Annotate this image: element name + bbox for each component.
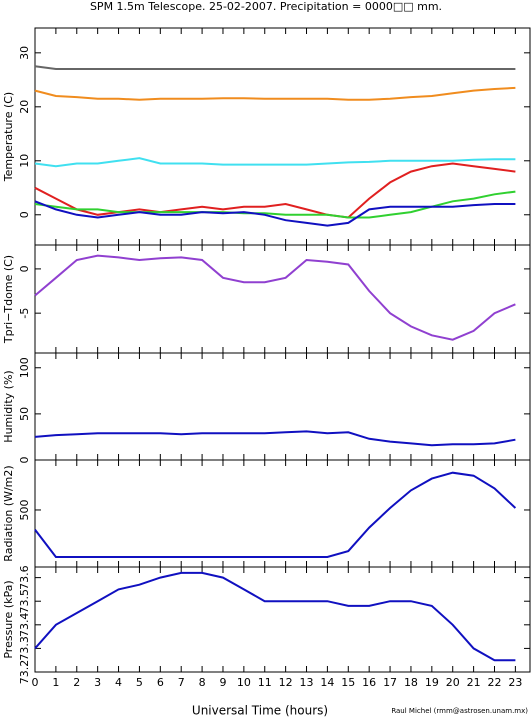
data-line [34,200,516,227]
data-line [34,86,516,101]
data-line [34,65,516,70]
y-tick-label: 50 [18,407,31,421]
credit: Raul Michel (rmm@astrosen.unam.mx) [391,707,528,715]
x-tick-label: 11 [258,676,272,689]
y-tick-label: 30 [18,46,31,60]
x-tick-label: 21 [467,676,481,689]
x-tick-label: 18 [404,676,418,689]
x-tick-label: 6 [157,676,164,689]
x-tick-label: 14 [320,676,334,689]
x-tick-label: 23 [508,676,522,689]
panel-frame [34,244,531,354]
y-tick-label: 0 [18,265,31,272]
x-tick-label: 0 [32,676,39,689]
y-tick-label: 73.4 [18,613,31,638]
x-tick-label: 20 [446,676,460,689]
data-line [34,254,516,341]
data-line [34,430,516,447]
x-tick-label: 3 [94,676,101,689]
y-tick-label: 73.2 [18,660,31,685]
data-line [34,571,516,662]
y-axis-label: Radiation (W/m2) [2,465,15,561]
x-tick-label: 17 [383,676,397,689]
x-tick-label: 15 [341,676,355,689]
x-tick-label: 5 [136,676,143,689]
y-tick-label: 20 [18,100,31,114]
x-tick-label: 12 [279,676,293,689]
x-tick-label: 10 [237,676,251,689]
y-tick-label: 10 [18,154,31,168]
x-tick-label: 9 [219,676,226,689]
y-axis-label: Humidity (%) [2,370,15,442]
y-tick-label: 0 [18,211,31,218]
y-tick-label: 73.3 [18,636,31,661]
x-tick-label: 8 [199,676,206,689]
y-tick-label: 73.5 [18,589,31,614]
x-tick-label: 4 [115,676,122,689]
data-line [34,471,517,558]
data-line [34,162,516,219]
y-tick-label: 100 [18,357,31,378]
panel-frame [34,566,531,673]
x-tick-label: 7 [178,676,185,689]
x-tick-label: 1 [52,676,59,689]
x-tick-label: 16 [362,676,376,689]
data-line [34,157,516,168]
y-tick-label: 500 [18,499,31,520]
x-tick-label: 2 [73,676,80,689]
panel-frame [34,459,531,568]
x-axis-label: Universal Time (hours) [192,704,328,718]
y-axis-label: Tpri−Tdome (C) [2,255,15,344]
chart-title: SPM 1.5m Telescope. 25-02-2007. Precipit… [90,0,442,13]
y-tick-label: -5 [18,308,31,319]
y-axis-label: Temperature (C) [2,92,15,182]
x-tick-label: 13 [300,676,314,689]
x-tick-label: 19 [425,676,439,689]
y-tick-label: 73.6 [18,565,31,590]
x-tick-label: 22 [487,676,501,689]
y-tick-label: 0 [18,457,31,464]
y-axis-label: Pressure (kPa) [2,580,15,658]
